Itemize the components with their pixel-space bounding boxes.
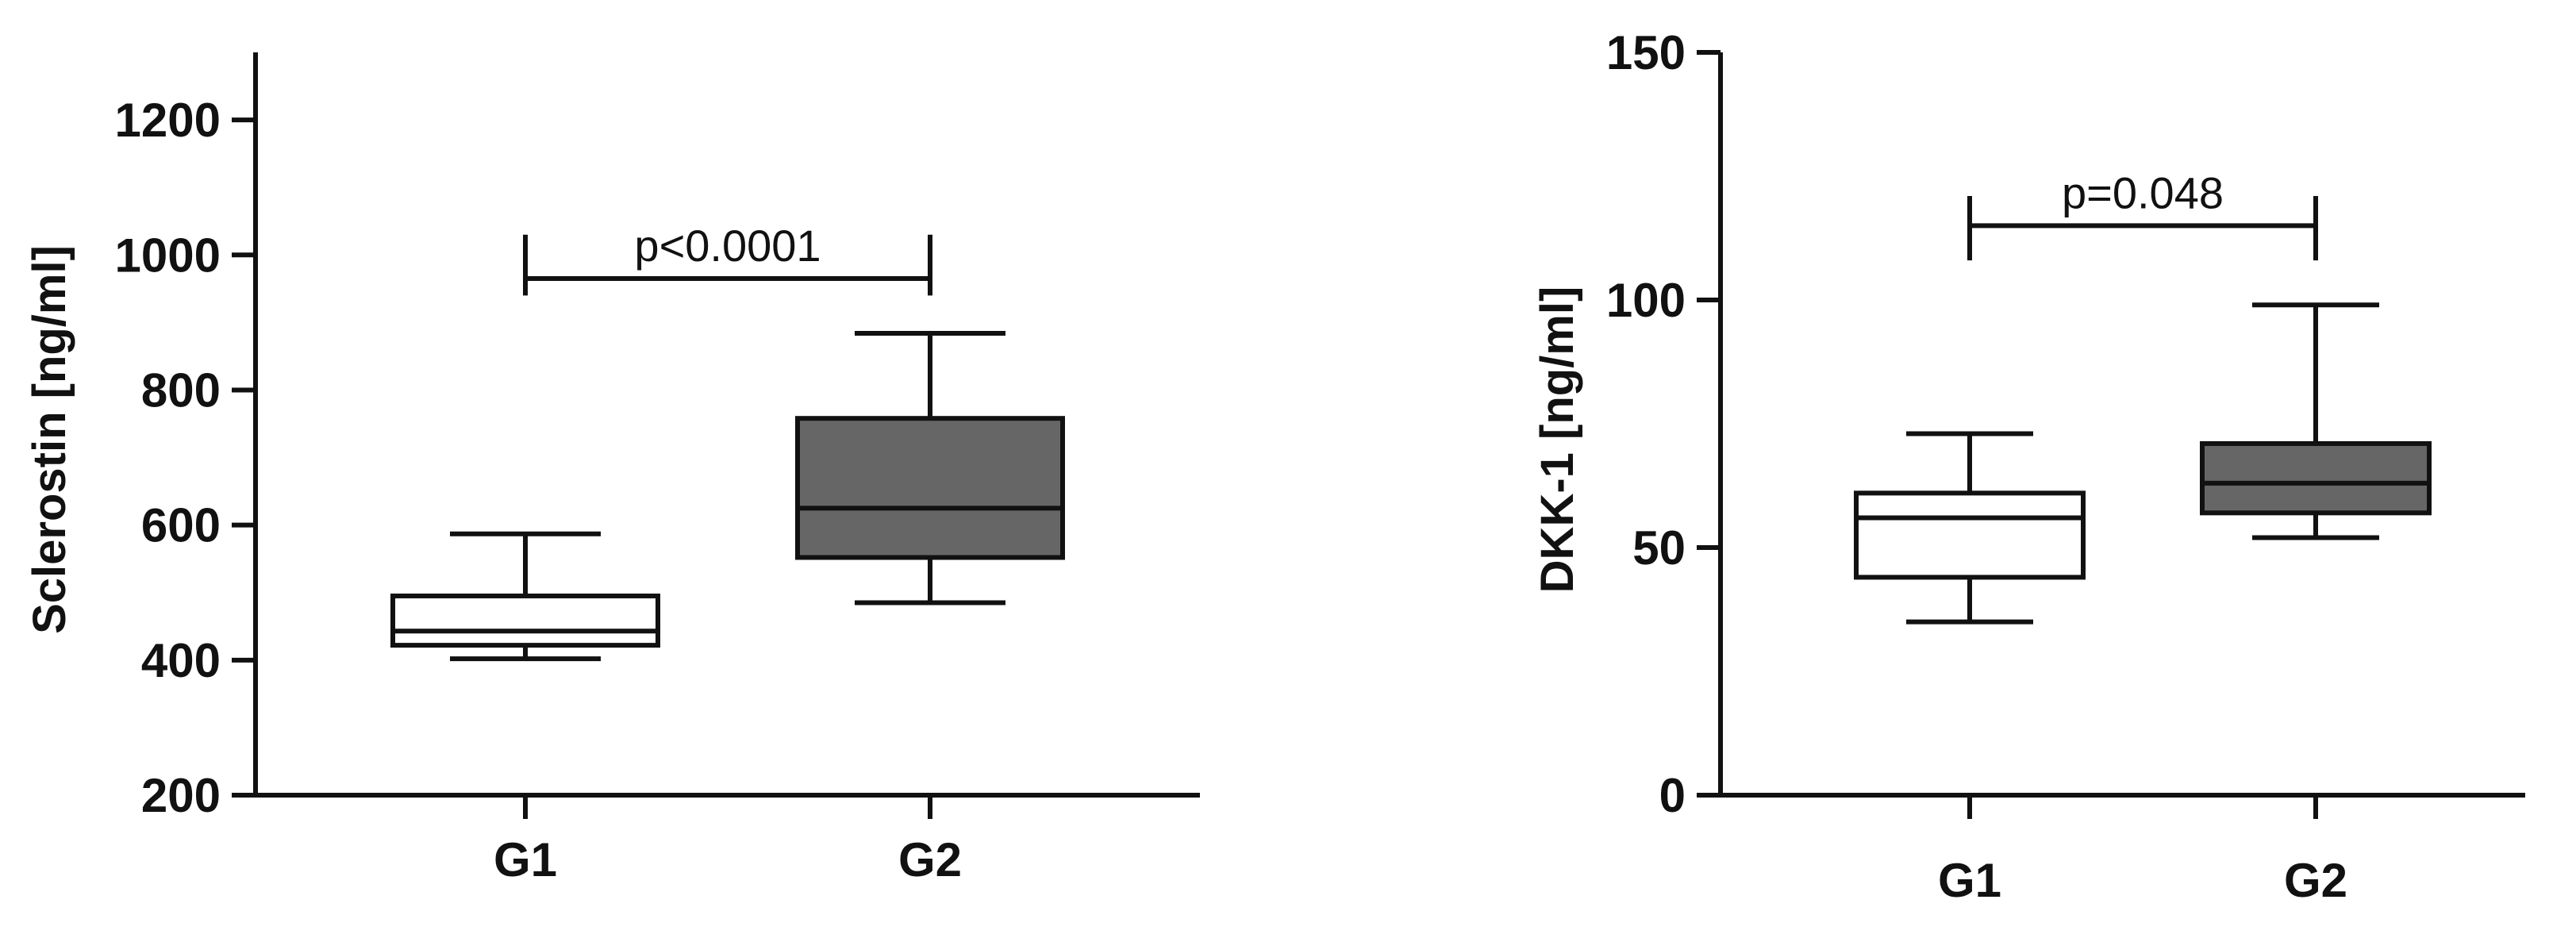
y-axis-title: Sclerostin [ng/ml] [24,245,75,634]
box-g2 [795,330,1065,605]
p-value-label: p=0.048 [2062,167,2224,217]
x-tick-label-g1: G1 [494,833,557,886]
y-tick-label: 600 [141,499,221,552]
y-tick-label: 1000 [115,229,221,282]
box-iqr [390,593,660,648]
y-tick-label: 0 [1659,769,1686,822]
y-tick-label: 800 [141,363,221,417]
box-iqr [1854,490,2086,580]
y-tick-label: 1200 [115,94,221,147]
dkk1-panel: 0 50 100 150 DKK-1 [ng/ml] G1 G2 p=0.048 [1532,26,2525,907]
y-axis-title: DKK-1 [ng/ml] [1532,286,1583,594]
p-value-label: p<0.0001 [634,221,821,271]
x-tick-label-g2: G2 [2284,854,2347,907]
sclerostin-panel: 200 400 600 800 1000 1200 Sclerostin [ng/ml] G1… [24,52,1200,886]
y-tick-label: 200 [141,769,221,822]
box-iqr [2200,440,2432,516]
box-g1 [1854,431,2086,625]
box-g2 [2200,302,2432,540]
box-iqr [795,416,1065,560]
y-tick-label: 400 [141,634,221,687]
box-g1 [390,531,660,662]
y-tick-label: 50 [1632,521,1686,575]
x-tick-label-g1: G1 [1938,854,2001,907]
x-tick-label-g2: G2 [898,833,962,886]
y-tick-label: 100 [1606,274,1686,327]
y-tick-label: 150 [1606,26,1686,79]
significance-bracket: p=0.048 [1967,167,2318,261]
significance-bracket: p<0.0001 [523,221,932,296]
